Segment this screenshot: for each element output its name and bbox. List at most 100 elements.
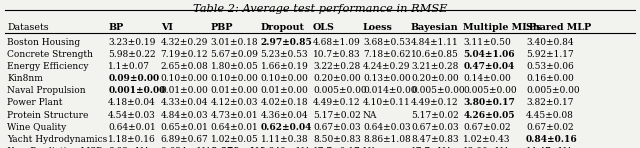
Text: 4.33±0.04: 4.33±0.04 bbox=[161, 98, 208, 107]
Text: 5.17±0.02: 5.17±0.02 bbox=[313, 111, 361, 120]
Text: VI: VI bbox=[161, 23, 173, 32]
Text: 0.16±0.00: 0.16±0.00 bbox=[526, 74, 574, 83]
Text: 0.01±0.00: 0.01±0.00 bbox=[211, 86, 259, 95]
Text: 4.18±0.04: 4.18±0.04 bbox=[108, 98, 156, 107]
Text: 0.10±0.00: 0.10±0.00 bbox=[211, 74, 259, 83]
Text: 1.1±0.07: 1.1±0.07 bbox=[108, 62, 150, 71]
Text: Table 2: Average test performance in RMSE: Table 2: Average test performance in RMS… bbox=[193, 4, 447, 14]
Text: Concrete Strength: Concrete Strength bbox=[7, 50, 93, 59]
Text: 14.47±NA: 14.47±NA bbox=[526, 147, 574, 148]
Text: 0.10±0.00: 0.10±0.00 bbox=[260, 74, 308, 83]
Text: 17.7±NA: 17.7±NA bbox=[411, 147, 453, 148]
Text: 1.80±0.05: 1.80±0.05 bbox=[211, 62, 259, 71]
Text: 0.13±0.00: 0.13±0.00 bbox=[363, 74, 410, 83]
Text: 5.92±1.17: 5.92±1.17 bbox=[526, 50, 574, 59]
Text: 1.18±0.16: 1.18±0.16 bbox=[108, 135, 156, 144]
Text: Shared MLP: Shared MLP bbox=[526, 23, 591, 32]
Text: 5.17±0.02: 5.17±0.02 bbox=[411, 111, 459, 120]
Text: 13.00±NA: 13.00±NA bbox=[463, 147, 511, 148]
Text: 0.005±0.00: 0.005±0.00 bbox=[526, 86, 580, 95]
Text: 4.68±1.09: 4.68±1.09 bbox=[313, 38, 361, 47]
Text: 6.89±0.67: 6.89±0.67 bbox=[161, 135, 209, 144]
Text: 4.02±0.18: 4.02±0.18 bbox=[260, 98, 308, 107]
Text: 3.11±0.50: 3.11±0.50 bbox=[463, 38, 511, 47]
Text: 0.14±0.00: 0.14±0.00 bbox=[463, 74, 511, 83]
Text: 4.24±0.29: 4.24±0.29 bbox=[363, 62, 410, 71]
Text: 4.49±0.12: 4.49±0.12 bbox=[411, 98, 458, 107]
Text: 3.40±0.84: 3.40±0.84 bbox=[526, 38, 573, 47]
Text: 4.49±0.12: 4.49±0.12 bbox=[313, 98, 360, 107]
Text: 0.64±0.03: 0.64±0.03 bbox=[363, 123, 410, 132]
Text: 4.84±1.11: 4.84±1.11 bbox=[411, 38, 459, 47]
Text: 8.86±1.08: 8.86±1.08 bbox=[363, 135, 411, 144]
Text: 0.01±0.00: 0.01±0.00 bbox=[161, 86, 209, 95]
Text: 8.879 ±NA: 8.879 ±NA bbox=[211, 147, 265, 148]
Text: 0.65±0.01: 0.65±0.01 bbox=[161, 123, 209, 132]
Text: 4.84±0.03: 4.84±0.03 bbox=[161, 111, 208, 120]
Text: 4.12±0.03: 4.12±0.03 bbox=[211, 98, 258, 107]
Text: 4.10±0.11: 4.10±0.11 bbox=[363, 98, 411, 107]
Text: OLS: OLS bbox=[313, 23, 335, 32]
Text: 3.21±0.28: 3.21±0.28 bbox=[411, 62, 458, 71]
Text: 3.23±0.19: 3.23±0.19 bbox=[108, 38, 156, 47]
Text: Dropout: Dropout bbox=[260, 23, 305, 32]
Text: 1.66±0.19: 1.66±0.19 bbox=[260, 62, 308, 71]
Text: Energy Efficiency: Energy Efficiency bbox=[7, 62, 88, 71]
Text: 0.67±0.02: 0.67±0.02 bbox=[463, 123, 511, 132]
Text: 4.45±0.08: 4.45±0.08 bbox=[526, 111, 574, 120]
Text: Multiple MLPs: Multiple MLPs bbox=[463, 23, 542, 32]
Text: NA: NA bbox=[363, 111, 377, 120]
Text: 0.62±0.04: 0.62±0.04 bbox=[260, 123, 312, 132]
Text: 8.50±0.83: 8.50±0.83 bbox=[313, 135, 361, 144]
Text: Protein Structure: Protein Structure bbox=[7, 111, 88, 120]
Text: 5.98±0.22: 5.98±0.22 bbox=[108, 50, 156, 59]
Text: 8.93±NA: 8.93±NA bbox=[108, 147, 150, 148]
Text: 17.7±0.17: 17.7±0.17 bbox=[313, 147, 361, 148]
Text: 0.53±0.06: 0.53±0.06 bbox=[526, 62, 574, 71]
Text: 7.18±0.62: 7.18±0.62 bbox=[363, 50, 410, 59]
Text: 0.20±0.00: 0.20±0.00 bbox=[411, 74, 458, 83]
Text: Datasets: Datasets bbox=[7, 23, 49, 32]
Text: 8.849 ±NA: 8.849 ±NA bbox=[260, 147, 311, 148]
Text: 5.04±1.06: 5.04±1.06 bbox=[463, 50, 515, 59]
Text: 0.67±0.02: 0.67±0.02 bbox=[526, 123, 573, 132]
Text: 4.36±0.04: 4.36±0.04 bbox=[260, 111, 308, 120]
Text: 0.005±0.00: 0.005±0.00 bbox=[313, 86, 367, 95]
Text: 1.11±0.38: 1.11±0.38 bbox=[260, 135, 308, 144]
Text: 7.19±0.12: 7.19±0.12 bbox=[161, 50, 208, 59]
Text: 5.23±0.53: 5.23±0.53 bbox=[260, 50, 308, 59]
Text: BP: BP bbox=[108, 23, 124, 32]
Text: 4.73±0.01: 4.73±0.01 bbox=[211, 111, 258, 120]
Text: 0.001±0.00: 0.001±0.00 bbox=[108, 86, 165, 95]
Text: 0.005±0.00: 0.005±0.00 bbox=[463, 86, 517, 95]
Text: NA: NA bbox=[363, 147, 377, 148]
Text: 10.7±0.83: 10.7±0.83 bbox=[313, 50, 360, 59]
Text: 2.65±0.08: 2.65±0.08 bbox=[161, 62, 209, 71]
Text: Year Prediction MSD: Year Prediction MSD bbox=[7, 147, 104, 148]
Text: Kin8nm: Kin8nm bbox=[7, 74, 43, 83]
Text: 8.47±0.83: 8.47±0.83 bbox=[411, 135, 458, 144]
Text: Wine Quality: Wine Quality bbox=[7, 123, 67, 132]
Text: Yacht Hydrodynamics: Yacht Hydrodynamics bbox=[7, 135, 108, 144]
Text: 4.26±0.05: 4.26±0.05 bbox=[463, 111, 515, 120]
Text: 4.54±0.03: 4.54±0.03 bbox=[108, 111, 156, 120]
Text: 0.47±0.04: 0.47±0.04 bbox=[463, 62, 515, 71]
Text: 5.67±0.09: 5.67±0.09 bbox=[211, 50, 259, 59]
Text: 1.02±0.05: 1.02±0.05 bbox=[211, 135, 259, 144]
Text: 0.09±0.00: 0.09±0.00 bbox=[108, 74, 159, 83]
Text: 0.67±0.03: 0.67±0.03 bbox=[313, 123, 360, 132]
Text: 0.84±0.16: 0.84±0.16 bbox=[526, 135, 578, 144]
Text: 1.02±0.43: 1.02±0.43 bbox=[463, 135, 511, 144]
Text: 4.32±0.29: 4.32±0.29 bbox=[161, 38, 208, 47]
Text: 3.01±0.18: 3.01±0.18 bbox=[211, 38, 258, 47]
Text: 0.64±0.01: 0.64±0.01 bbox=[108, 123, 156, 132]
Text: 2.97±0.85: 2.97±0.85 bbox=[260, 38, 312, 47]
Text: 10.6±0.85: 10.6±0.85 bbox=[411, 50, 459, 59]
Text: 0.005±0.00: 0.005±0.00 bbox=[411, 86, 465, 95]
Text: Boston Housing: Boston Housing bbox=[7, 38, 80, 47]
Text: 0.10±0.00: 0.10±0.00 bbox=[161, 74, 209, 83]
Text: 9.034 ±NA: 9.034 ±NA bbox=[161, 147, 211, 148]
Text: 3.22±0.28: 3.22±0.28 bbox=[313, 62, 360, 71]
Text: 0.01±0.00: 0.01±0.00 bbox=[260, 86, 308, 95]
Text: 3.68±0.53: 3.68±0.53 bbox=[363, 38, 410, 47]
